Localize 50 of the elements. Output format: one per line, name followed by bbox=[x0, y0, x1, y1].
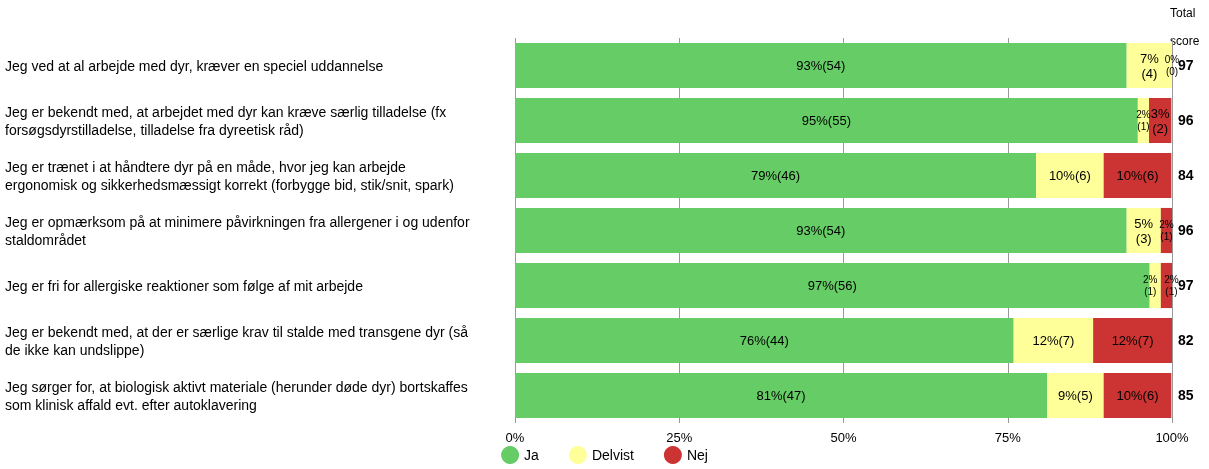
data-label: 10%(6) bbox=[1048, 168, 1091, 183]
data-label: 5%(3) bbox=[1134, 215, 1154, 246]
bar bbox=[1103, 372, 1172, 419]
data-label: 95%(55) bbox=[801, 113, 851, 128]
data-label: 12%(7) bbox=[1111, 333, 1154, 348]
y-tick-label: Jeg er bekendt med, at arbejdet med dyr kan kræve særlig tilladelse (fx forsøgsdyrstilladelse, tilladelse fra dyreetisk råd) bbox=[5, 103, 451, 138]
text: 96 bbox=[1178, 111, 1194, 128]
data-label: 9%(5) bbox=[1058, 388, 1093, 403]
text: 97 bbox=[1178, 276, 1194, 293]
text: 82 bbox=[1178, 331, 1194, 348]
y-tick-label: Jeg er trænet i at håndtere dyr på en måde, hvor jeg kan arbejde ergonomisk og sikkerhedsmæssigt korrekt (forbygge bid, stik/snit, spark) bbox=[5, 158, 454, 193]
bar bbox=[515, 42, 1127, 89]
y-tick-label: Jeg er opmærksom på at minimere påvirkningen fra allergener i og udenfor staldområdet bbox=[5, 213, 474, 248]
data-label: 3%(2) bbox=[1150, 105, 1171, 136]
data-label: 79%(46) bbox=[750, 168, 801, 183]
x-tick-label: 50% bbox=[830, 430, 857, 445]
bar bbox=[1093, 317, 1172, 364]
bar bbox=[515, 207, 1127, 254]
legend-label: Nej bbox=[686, 447, 708, 463]
text: 97 bbox=[1178, 56, 1194, 73]
bar bbox=[1036, 152, 1104, 199]
x-tick-label: 100% bbox=[1155, 430, 1190, 445]
text: 84 bbox=[1178, 166, 1194, 183]
y-tick-label: Jeg er bekendt med, at der er særlige krav til stalde med transgene dyr (så de ikke kan undslippe) bbox=[5, 323, 472, 358]
y-tick-label: Jeg ved at al arbejde med dyr, kræver en speciel uddannelse bbox=[5, 57, 384, 74]
data-label: 93%(54) bbox=[796, 58, 846, 73]
bar bbox=[515, 372, 1048, 419]
data-label: 93%(54) bbox=[796, 223, 846, 238]
data-label: 12%(7) bbox=[1032, 333, 1075, 348]
y-tick-label: Jeg er fri for allergiske reaktioner som følge af mit arbejde bbox=[5, 277, 364, 294]
legend-label: Ja bbox=[524, 447, 540, 463]
x-tick-label: 75% bbox=[994, 430, 1022, 445]
y-tick-label: Jeg sørger for, at biologisk aktivt materiale (herunder døde dyr) bortskaffes som klinisk affald evt. efter autoklavering bbox=[5, 378, 472, 413]
x-tick-label: 0% bbox=[505, 430, 525, 445]
bar bbox=[1013, 317, 1094, 364]
legend-label: Delvist bbox=[591, 447, 634, 463]
x-tick-label: 25% bbox=[666, 430, 693, 445]
bar bbox=[1047, 372, 1104, 419]
text: 85 bbox=[1178, 386, 1194, 403]
bar bbox=[515, 317, 1014, 364]
text: 96 bbox=[1178, 221, 1194, 238]
bar bbox=[1103, 152, 1172, 199]
bar bbox=[515, 152, 1036, 199]
data-label: 97%(56) bbox=[807, 278, 857, 293]
data-label: 76%(44) bbox=[739, 333, 789, 348]
data-label: 10%(6) bbox=[1116, 168, 1159, 183]
data-label: 10%(6) bbox=[1116, 388, 1159, 403]
bar bbox=[515, 97, 1138, 144]
data-label: 81%(47) bbox=[756, 388, 806, 403]
data-label: 7%(4) bbox=[1139, 50, 1160, 81]
